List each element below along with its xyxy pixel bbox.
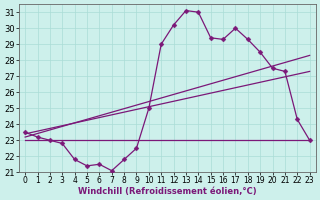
X-axis label: Windchill (Refroidissement éolien,°C): Windchill (Refroidissement éolien,°C)	[78, 187, 257, 196]
